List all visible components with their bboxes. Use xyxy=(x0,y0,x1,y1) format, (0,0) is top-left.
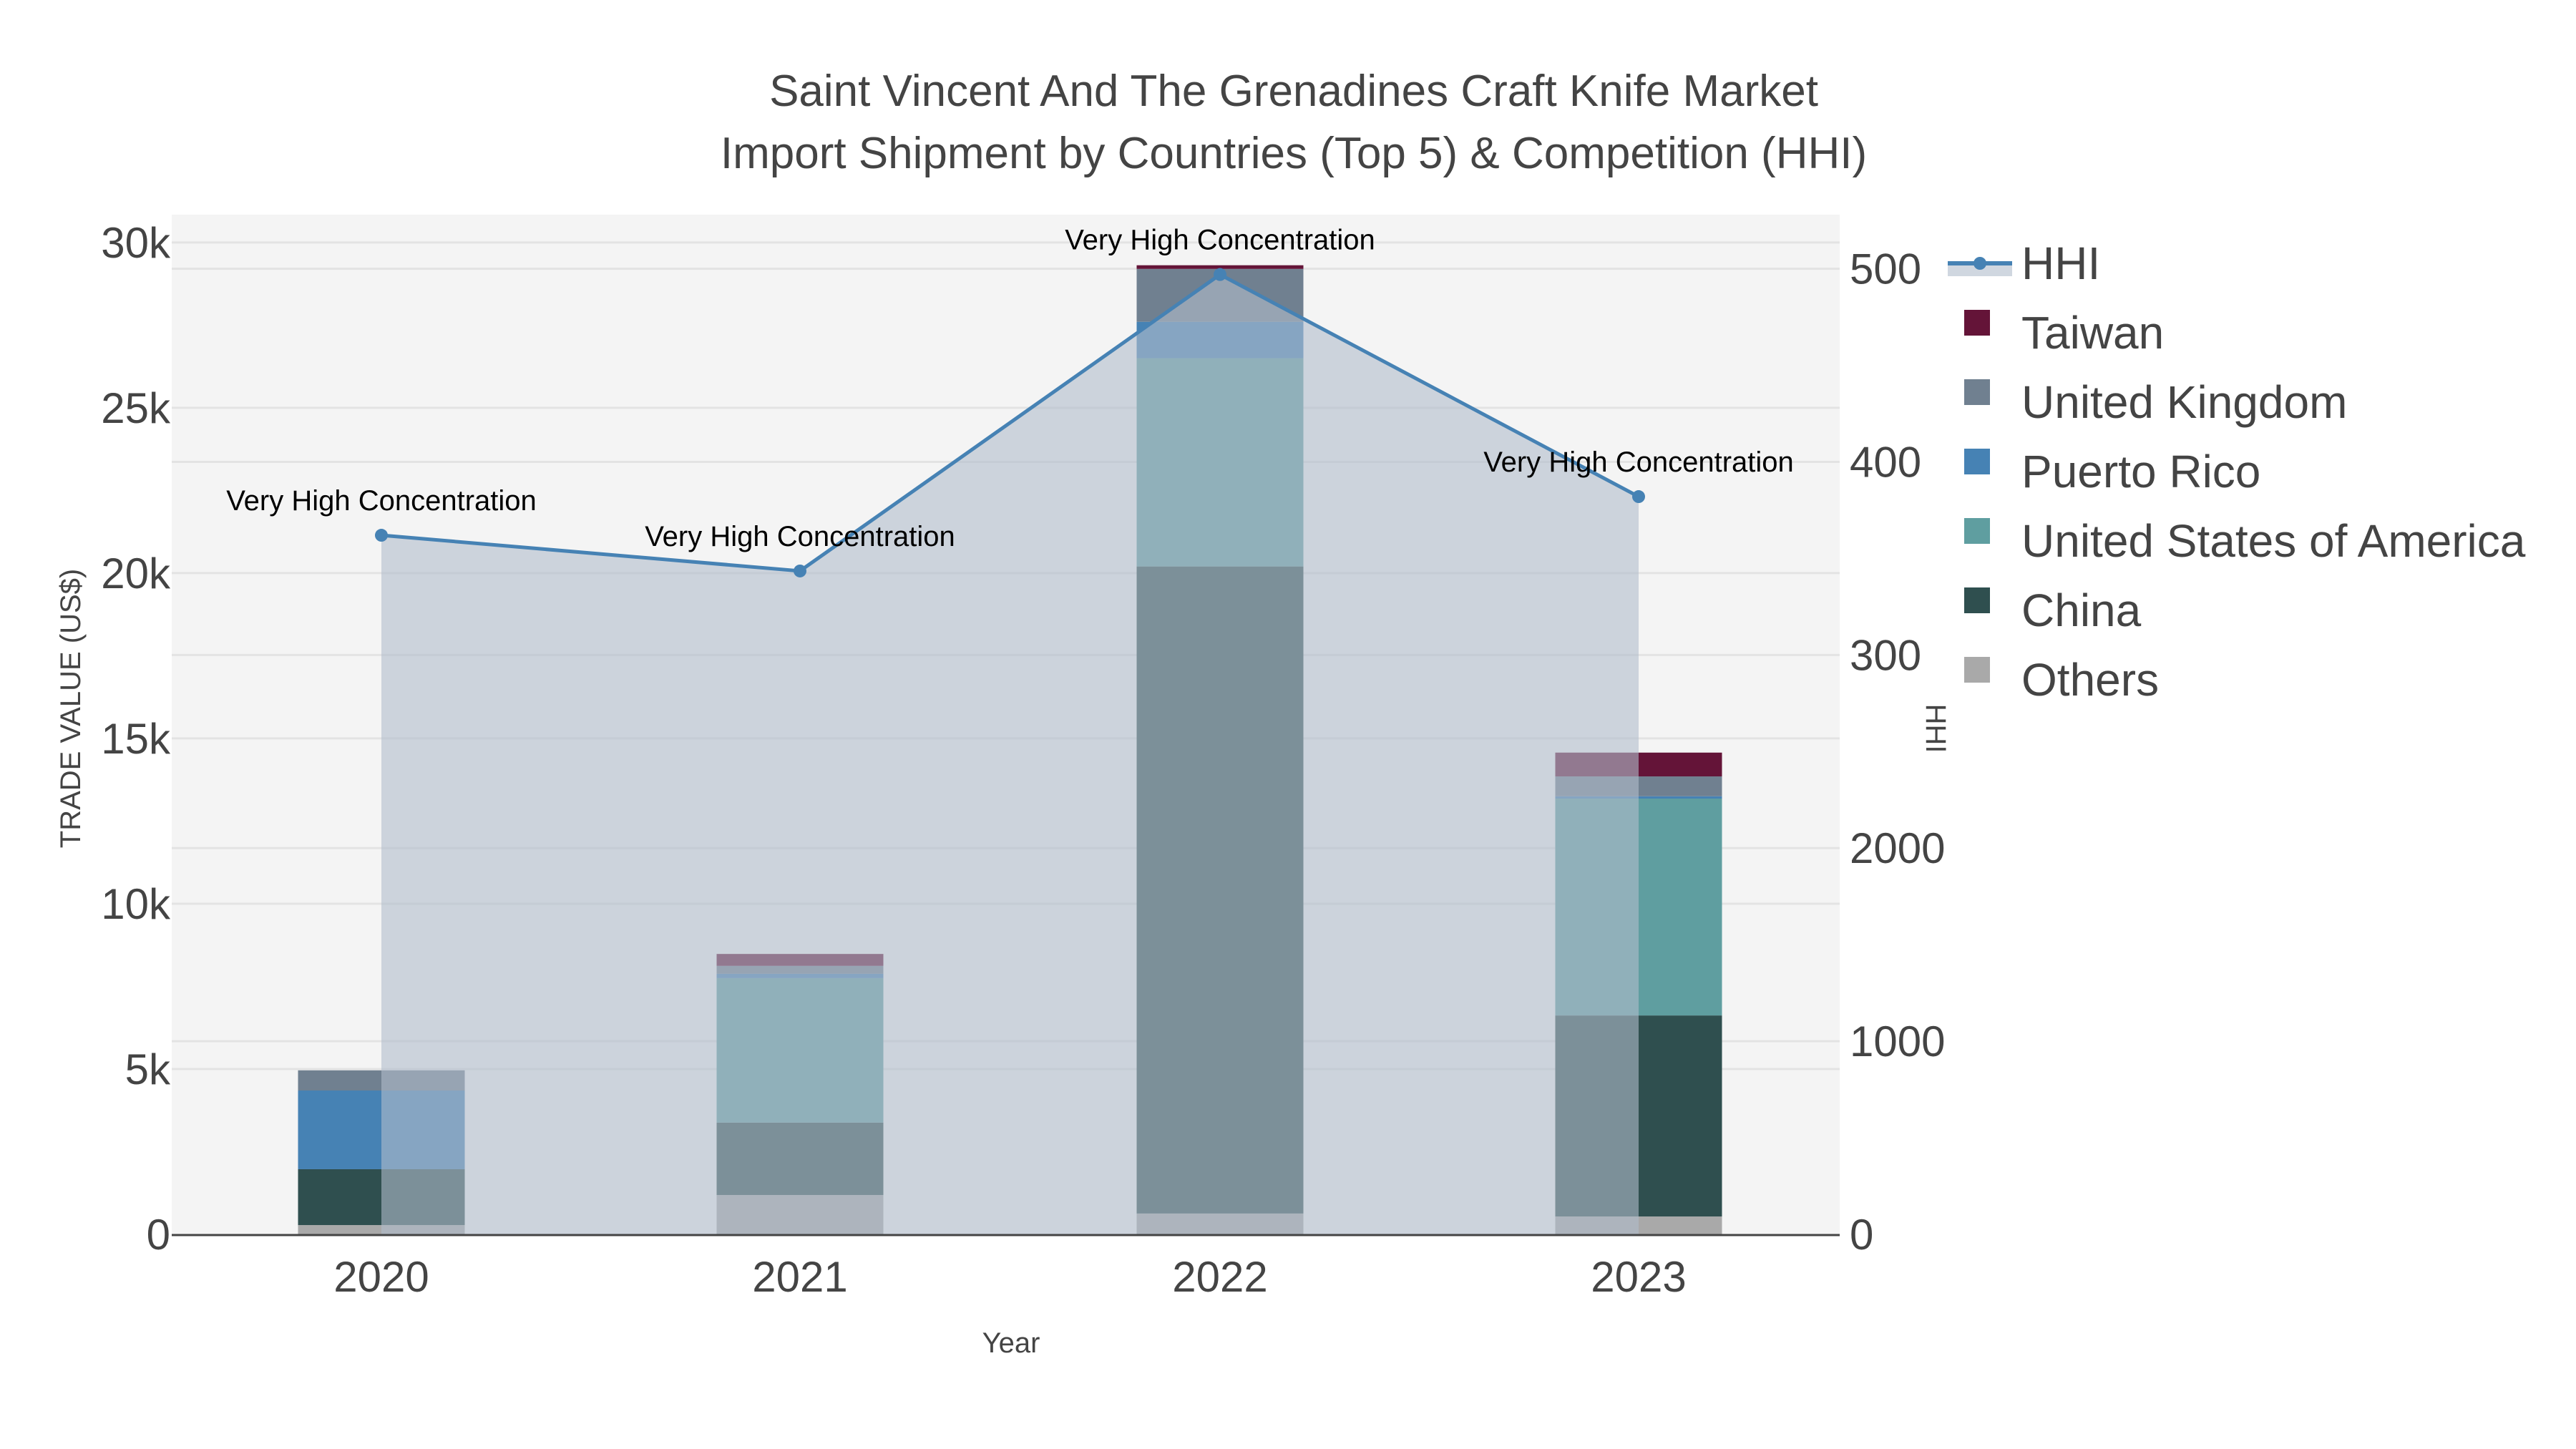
y-left-tick-label: 10k xyxy=(101,880,171,928)
x-tick-label-2022: 2022 xyxy=(1172,1253,1267,1301)
hhi-area-fill xyxy=(381,274,1639,1234)
legend-item-china[interactable]: China xyxy=(1964,585,2142,636)
hhi-area xyxy=(381,274,1639,1234)
hhi-point-2022 xyxy=(1214,268,1226,281)
hhi-label-2023: Very High Concentration xyxy=(1483,447,1794,478)
y-left-tick-label: 15k xyxy=(101,715,171,763)
legend-label: China xyxy=(2021,585,2142,636)
y-right-tick-label: 0 xyxy=(1850,1211,1873,1259)
x-tick-label-2023: 2023 xyxy=(1591,1253,1686,1301)
legend: HHI Taiwan United Kingdom Puerto Rico United… xyxy=(1948,238,2526,706)
y-right-tick-label: 2000 xyxy=(1850,824,1945,872)
legend-label: United Kingdom xyxy=(2021,376,2347,428)
legend-swatch-icon xyxy=(1964,449,1990,474)
y-left-tick-label: 30k xyxy=(101,219,171,267)
y-right-tick-label: 500 xyxy=(1850,245,1921,293)
x-tick-label-2020: 2020 xyxy=(333,1253,429,1301)
hhi-label-2022: Very High Concentration xyxy=(1065,225,1375,256)
legend-label: Taiwan xyxy=(2021,307,2164,358)
legend-item-others[interactable]: Others xyxy=(1964,654,2159,706)
hhi-label-2020: Very High Concentration xyxy=(226,485,537,517)
legend-item-united-states-of-america[interactable]: United States of America xyxy=(1964,515,2526,567)
hhi-annotations: Very High Concentration Very High Concent… xyxy=(226,225,1794,552)
legend-hhi-marker-icon xyxy=(1974,257,1986,270)
legend-item-puerto-rico[interactable]: Puerto Rico xyxy=(1964,446,2260,497)
y-left-tick-label: 20k xyxy=(101,550,171,597)
legend-label: HHI xyxy=(2021,238,2100,289)
hhi-label-2021: Very High Concentration xyxy=(645,521,955,552)
x-tick-label-2021: 2021 xyxy=(752,1253,847,1301)
y-axis-left-ticks: 0 5k 10k 15k 20k 25k 30k xyxy=(101,219,171,1259)
chart-title-line2: Import Shipment by Countries (Top 5) & C… xyxy=(721,129,1867,178)
legend-item-taiwan[interactable]: Taiwan xyxy=(1964,307,2164,358)
y-axis-right-title: HHI xyxy=(1920,704,1951,753)
y-left-tick-label: 0 xyxy=(147,1211,170,1259)
hhi-point-2020 xyxy=(375,529,388,542)
legend-item-hhi[interactable]: HHI xyxy=(1948,238,2100,289)
x-axis-title: Year xyxy=(982,1327,1040,1359)
y-right-tick-label: 400 xyxy=(1850,438,1921,486)
legend-label: Others xyxy=(2021,654,2159,706)
hhi-line xyxy=(375,268,1645,577)
legend-label: Puerto Rico xyxy=(2021,446,2260,497)
y-right-tick-label: 1000 xyxy=(1850,1018,1945,1065)
legend-swatch-icon xyxy=(1964,518,1990,544)
hhi-point-2021 xyxy=(794,564,806,577)
bar-segment-taiwan-2022 xyxy=(1136,265,1304,269)
legend-label: United States of America xyxy=(2021,515,2526,567)
y-axis-left-title: TRADE VALUE (US$) xyxy=(55,569,87,848)
chart-title-line1: Saint Vincent And The Grenadines Craft K… xyxy=(769,67,1818,116)
y-axis-right-ticks: 0 1000 2000 300 400 500 xyxy=(1850,245,1945,1259)
y-left-tick-label: 5k xyxy=(125,1045,171,1093)
legend-item-united-kingdom[interactable]: United Kingdom xyxy=(1964,376,2347,428)
hhi-point-2023 xyxy=(1632,490,1645,504)
hhi-line-path xyxy=(381,272,1640,573)
y-right-tick-label: 300 xyxy=(1850,631,1921,679)
legend-swatch-icon xyxy=(1964,587,1990,613)
x-axis-ticks: 2020 2021 2022 2023 xyxy=(333,1253,1686,1301)
legend-swatch-icon xyxy=(1964,657,1990,683)
y-left-tick-label: 25k xyxy=(101,384,171,432)
legend-swatch-icon xyxy=(1964,379,1990,405)
legend-swatch-icon xyxy=(1964,310,1990,336)
